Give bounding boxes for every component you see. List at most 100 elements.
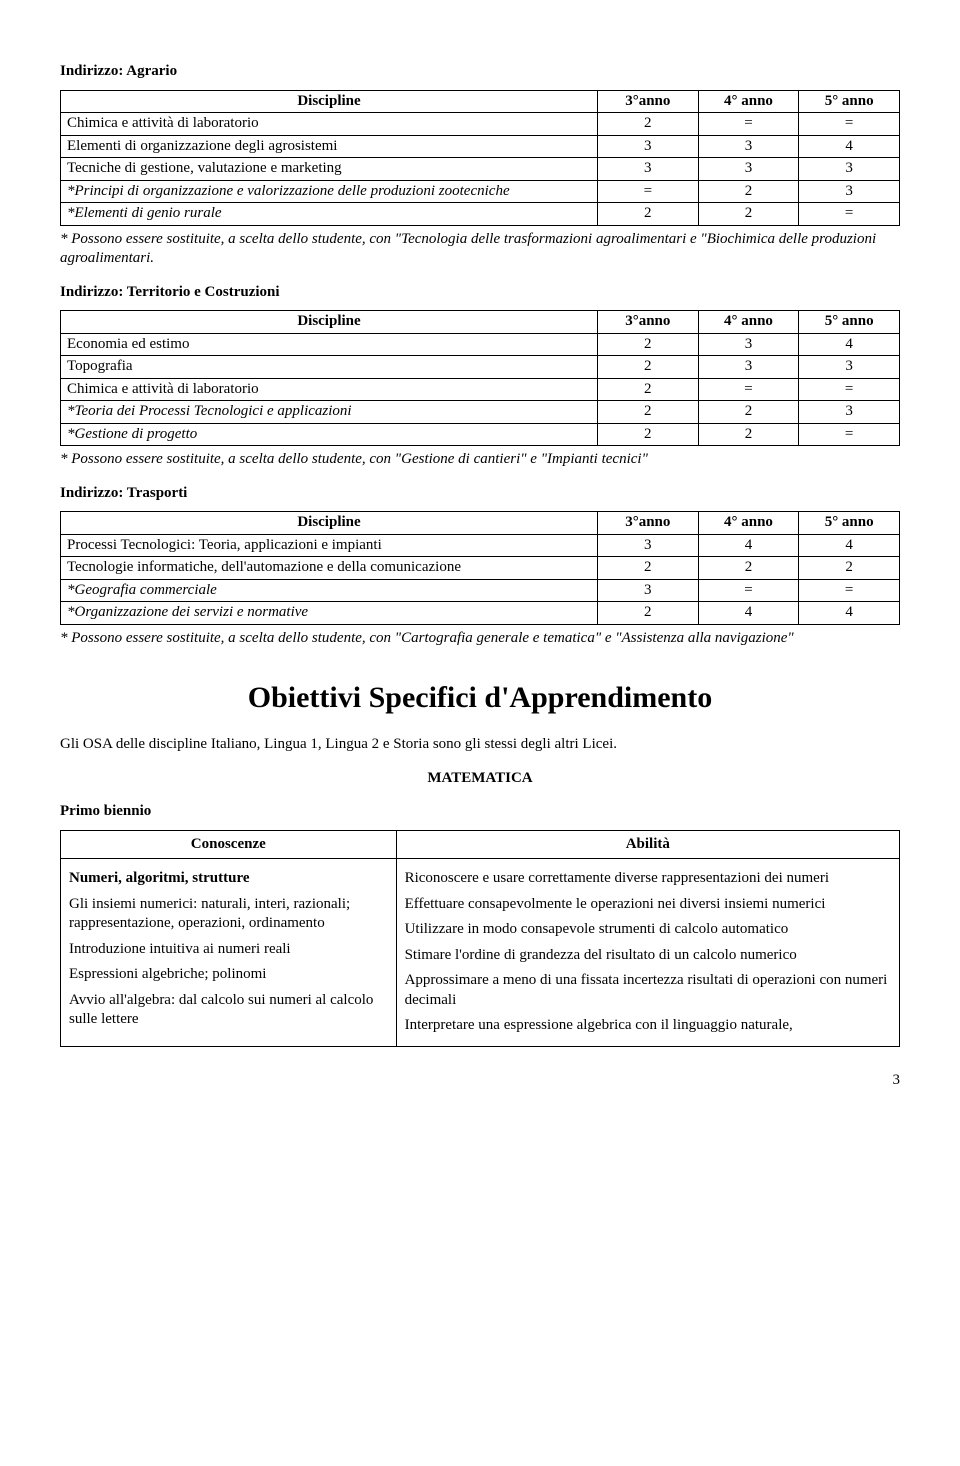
th-discipline: Discipline [61, 311, 598, 334]
th-5anno: 5° anno [799, 512, 900, 535]
heading-trasporti: Indirizzo: Trasporti [60, 484, 900, 504]
note-trasporti: * Possono essere sostituite, a scelta de… [60, 629, 900, 649]
cell-val: 3 [799, 158, 900, 181]
th-4anno: 4° anno [698, 90, 799, 113]
table-row: Elementi di organizzazione degli agrosis… [61, 135, 900, 158]
cell-val: 2 [597, 333, 698, 356]
cell-label: Elementi di organizzazione degli agrosis… [61, 135, 598, 158]
cell-val: 2 [698, 423, 799, 446]
cell-val: 2 [597, 557, 698, 580]
heading-agrario: Indirizzo: Agrario [60, 62, 900, 82]
cell-val: 4 [799, 602, 900, 625]
th-5anno: 5° anno [799, 90, 900, 113]
cell-val: 3 [799, 401, 900, 424]
cell-val: 2 [597, 602, 698, 625]
th-4anno: 4° anno [698, 311, 799, 334]
conoscenze-item: Espressioni algebriche; polinomi [69, 965, 388, 985]
subject-heading: MATEMATICA [60, 769, 900, 789]
cell-label: Tecniche di gestione, valutazione e mark… [61, 158, 598, 181]
table-row: *Gestione di progetto22= [61, 423, 900, 446]
cell-val: 2 [799, 557, 900, 580]
cell-label: Economia ed estimo [61, 333, 598, 356]
th-3anno: 3°anno [597, 90, 698, 113]
th-5anno: 5° anno [799, 311, 900, 334]
cell-val: 3 [698, 158, 799, 181]
cell-val: 3 [799, 180, 900, 203]
cell-val: 3 [597, 158, 698, 181]
cell-val: 2 [698, 203, 799, 226]
th-conoscenze: Conoscenze [61, 830, 397, 859]
cell-val: 3 [597, 579, 698, 602]
cell-val: 2 [698, 557, 799, 580]
note-territorio: * Possono essere sostituite, a scelta de… [60, 450, 900, 470]
cell-label: Chimica e attività di laboratorio [61, 378, 598, 401]
cell-val: 4 [698, 602, 799, 625]
cell-val: 4 [799, 135, 900, 158]
abilita-item: Riconoscere e usare correttamente divers… [405, 869, 891, 889]
cell-val: = [799, 423, 900, 446]
cell-val: 2 [597, 423, 698, 446]
conoscenze-item: Avvio all'algebra: dal calcolo sui numer… [69, 991, 388, 1030]
conoscenze-item: Numeri, algoritmi, strutture [69, 869, 388, 889]
cell-val: 4 [799, 333, 900, 356]
cell-val: 2 [698, 401, 799, 424]
cell-val: 2 [597, 401, 698, 424]
cell-val: = [698, 378, 799, 401]
table-row: *Geografia commerciale3== [61, 579, 900, 602]
th-abilita: Abilità [396, 830, 899, 859]
cell-label: *Organizzazione dei servizi e normative [61, 602, 598, 625]
table-row: *Organizzazione dei servizi e normative2… [61, 602, 900, 625]
cell-val: = [799, 113, 900, 136]
table-territorio: Discipline 3°anno 4° anno 5° anno Econom… [60, 310, 900, 446]
table-row: *Elementi di genio rurale22= [61, 203, 900, 226]
th-3anno: 3°anno [597, 512, 698, 535]
heading-territorio: Indirizzo: Territorio e Costruzioni [60, 283, 900, 303]
cell-label: *Gestione di progetto [61, 423, 598, 446]
cell-val: 4 [698, 534, 799, 557]
cell-val: 3 [799, 356, 900, 379]
table-row: Tecniche di gestione, valutazione e mark… [61, 158, 900, 181]
osa-paragraph: Gli OSA delle discipline Italiano, Lingu… [60, 735, 900, 755]
abilita-item: Effettuare consapevolmente le operazioni… [405, 895, 891, 915]
cell-abilita: Riconoscere e usare correttamente divers… [396, 859, 899, 1047]
table-row: Economia ed estimo234 [61, 333, 900, 356]
table-row: Processi Tecnologici: Teoria, applicazio… [61, 534, 900, 557]
th-discipline: Discipline [61, 90, 598, 113]
table-row: *Principi di organizzazione e valorizzaz… [61, 180, 900, 203]
cell-val: = [698, 113, 799, 136]
table-conoscenze-abilita: Conoscenze Abilità Numeri, algoritmi, st… [60, 830, 900, 1047]
cell-label: Chimica e attività di laboratorio [61, 113, 598, 136]
cell-val: = [799, 378, 900, 401]
table-row: *Teoria dei Processi Tecnologici e appli… [61, 401, 900, 424]
note-agrario: * Possono essere sostituite, a scelta de… [60, 230, 900, 269]
th-4anno: 4° anno [698, 512, 799, 535]
th-3anno: 3°anno [597, 311, 698, 334]
table-trasporti: Discipline 3°anno 4° anno 5° anno Proces… [60, 511, 900, 625]
abilita-item: Approssimare a meno di una fissata incer… [405, 971, 891, 1010]
table-row: Topografia233 [61, 356, 900, 379]
conoscenze-item: Introduzione intuitiva ai numeri reali [69, 940, 388, 960]
cell-val: 2 [597, 203, 698, 226]
cell-val: 3 [698, 333, 799, 356]
cell-label: Topografia [61, 356, 598, 379]
cell-val: 3 [698, 135, 799, 158]
cell-label: Processi Tecnologici: Teoria, applicazio… [61, 534, 598, 557]
cell-val: 3 [698, 356, 799, 379]
cell-val: = [799, 203, 900, 226]
cell-label: Tecnologie informatiche, dell'automazion… [61, 557, 598, 580]
table-row: Chimica e attività di laboratorio2== [61, 113, 900, 136]
cell-label: *Principi di organizzazione e valorizzaz… [61, 180, 598, 203]
conoscenze-item: Gli insiemi numerici: naturali, interi, … [69, 895, 388, 934]
cell-val: = [799, 579, 900, 602]
abilita-item: Interpretare una espressione algebrica c… [405, 1016, 891, 1036]
cell-val: 2 [597, 356, 698, 379]
abilita-item: Utilizzare in modo consapevole strumenti… [405, 920, 891, 940]
cell-label: *Geografia commerciale [61, 579, 598, 602]
cell-val: = [698, 579, 799, 602]
biennio-heading: Primo biennio [60, 802, 900, 822]
th-discipline: Discipline [61, 512, 598, 535]
abilita-item: Stimare l'ordine di grandezza del risult… [405, 946, 891, 966]
cell-val: 2 [597, 378, 698, 401]
cell-val: 4 [799, 534, 900, 557]
page-title: Obiettivi Specifici d'Apprendimento [60, 678, 900, 717]
